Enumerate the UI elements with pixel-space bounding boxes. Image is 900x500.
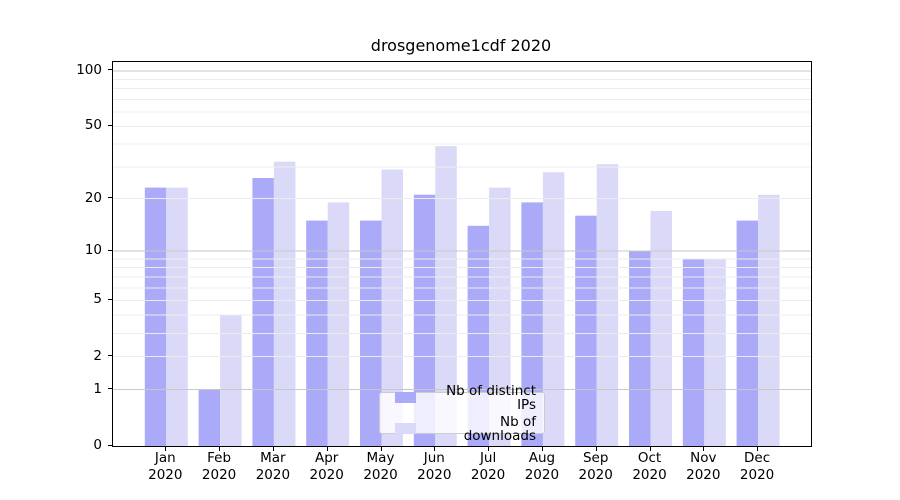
bar-downloads-sep xyxy=(596,164,619,446)
y-tick-mark-100 xyxy=(108,69,113,71)
bar-downloads-mar xyxy=(273,161,296,446)
legend-label-downloads: Nb of downloads xyxy=(463,413,536,444)
y-tick-mark-0 xyxy=(108,444,113,446)
x-tick-year: 2020 xyxy=(524,466,560,483)
x-tick-label-dec: Dec 2020 xyxy=(729,450,785,483)
x-tick-year: 2020 xyxy=(309,466,344,483)
x-tick-month: Jul xyxy=(479,450,497,466)
bar-distinct-ips-sep xyxy=(575,215,597,446)
x-tick-year: 2020 xyxy=(363,466,398,483)
x-tick-mark-aug xyxy=(541,446,543,451)
y-tick-label-1: 1 xyxy=(93,380,102,397)
x-tick-label-nov: Nov 2020 xyxy=(675,450,731,483)
x-tick-mark-may xyxy=(380,446,382,451)
x-tick-label-apr: Apr 2020 xyxy=(299,450,355,483)
legend: Nb of distinct IPs Nb of downloads xyxy=(379,384,545,443)
x-tick-mark-sep xyxy=(595,446,597,451)
bar-downloads-apr xyxy=(327,202,350,446)
legend-label-distinct-ips: Nb of distinct IPs xyxy=(446,382,536,413)
legend-entry-distinct-ips: Nb of distinct IPs xyxy=(388,384,536,412)
legend-entry-downloads: Nb of downloads xyxy=(388,415,536,443)
x-tick-month: Sep xyxy=(582,450,609,466)
y-tick-mark-50 xyxy=(108,124,113,126)
y-tick-label-10: 10 xyxy=(84,242,102,259)
x-tick-month: Feb xyxy=(207,450,232,466)
y-tick-label-20: 20 xyxy=(84,189,102,206)
bar-distinct-ips-jan xyxy=(144,187,167,446)
x-tick-mark-jun xyxy=(434,446,436,451)
x-tick-mark-oct xyxy=(649,446,651,451)
chart-title: drosgenome1cdf 2020 xyxy=(370,36,552,55)
x-tick-year: 2020 xyxy=(686,466,721,483)
x-tick-year: 2020 xyxy=(148,466,183,483)
bar-distinct-ips-feb xyxy=(198,389,221,446)
x-tick-year: 2020 xyxy=(578,466,613,483)
x-tick-month: May xyxy=(366,450,395,466)
y-tick-mark-1 xyxy=(108,388,113,390)
x-tick-label-jul: Jul 2020 xyxy=(460,450,516,483)
y-tick-label-5: 5 xyxy=(93,291,102,308)
x-tick-label-oct: Oct 2020 xyxy=(622,450,678,483)
y-tick-mark-10 xyxy=(108,249,113,251)
bar-distinct-ips-mar xyxy=(252,178,274,446)
y-tick-mark-20 xyxy=(108,197,113,198)
x-tick-label-jun: Jun 2020 xyxy=(406,450,462,483)
bar-distinct-ips-aug xyxy=(521,202,543,446)
bar-downloads-may xyxy=(381,169,403,446)
x-tick-mark-feb xyxy=(219,446,221,451)
bar-downloads-dec xyxy=(758,194,780,446)
x-tick-year: 2020 xyxy=(417,466,452,483)
y-tick-label-50: 50 xyxy=(84,117,102,134)
plot-area xyxy=(112,61,812,447)
x-tick-month: Dec xyxy=(744,450,771,466)
x-tick-mark-jan xyxy=(165,446,167,451)
bar-downloads-oct xyxy=(650,211,672,446)
x-tick-month: Apr xyxy=(315,450,339,466)
y-tick-label-0: 0 xyxy=(93,437,102,453)
x-tick-month: Aug xyxy=(528,450,556,466)
x-tick-mark-jul xyxy=(488,446,490,451)
x-tick-year: 2020 xyxy=(201,466,237,483)
bar-distinct-ips-oct xyxy=(629,251,651,446)
y-tick-label-2: 2 xyxy=(93,347,102,364)
bar-distinct-ips-jul xyxy=(467,225,490,446)
plot-canvas xyxy=(113,70,811,446)
x-tick-year: 2020 xyxy=(739,466,775,483)
bar-downloads-jul xyxy=(489,187,511,446)
x-tick-month: Oct xyxy=(637,450,662,466)
x-tick-label-feb: Feb 2020 xyxy=(191,450,247,483)
x-tick-year: 2020 xyxy=(632,466,667,483)
x-tick-month: Jun xyxy=(423,450,445,466)
y-tick-mark-5 xyxy=(108,298,113,300)
bar-downloads-aug xyxy=(542,172,565,446)
x-tick-mark-dec xyxy=(757,446,759,451)
x-tick-mark-mar xyxy=(272,446,274,451)
x-tick-month: Nov xyxy=(690,450,717,466)
legend-swatch-downloads xyxy=(395,423,416,434)
bar-downloads-feb xyxy=(220,315,242,446)
x-tick-month: Jan xyxy=(154,450,176,466)
bar-distinct-ips-nov xyxy=(682,258,705,446)
x-tick-label-jan: Jan 2020 xyxy=(137,450,193,483)
x-tick-year: 2020 xyxy=(255,466,291,483)
bar-downloads-nov xyxy=(704,258,726,446)
x-tick-year: 2020 xyxy=(470,466,506,483)
x-tick-label-may: May 2020 xyxy=(353,450,409,483)
legend-swatch-distinct-ips xyxy=(395,392,416,403)
x-tick-mark-nov xyxy=(703,446,705,451)
x-tick-label-aug: Aug 2020 xyxy=(514,450,570,483)
y-tick-mark-2 xyxy=(108,355,113,357)
bar-distinct-ips-jun xyxy=(413,194,436,446)
x-tick-mark-apr xyxy=(326,446,328,451)
y-tick-label-100: 100 xyxy=(76,61,102,78)
x-tick-month: Mar xyxy=(260,450,286,466)
bar-downloads-jun xyxy=(435,146,457,446)
bar-downloads-jan xyxy=(166,187,188,446)
x-tick-label-mar: Mar 2020 xyxy=(245,450,301,483)
x-tick-label-sep: Sep 2020 xyxy=(568,450,624,483)
